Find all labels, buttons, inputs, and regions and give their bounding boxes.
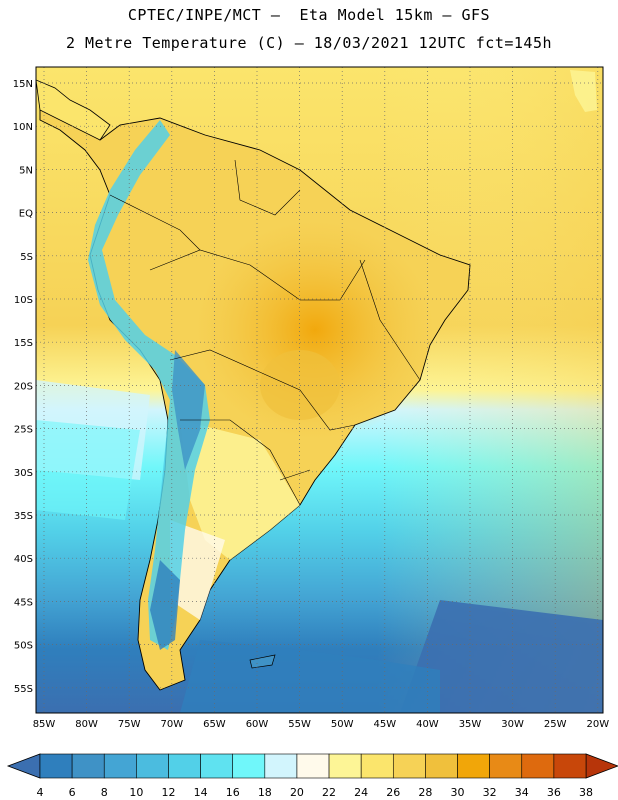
lat-label: 35S: [14, 511, 33, 522]
lat-label: 40S: [14, 554, 33, 565]
colorbar-swatch: [425, 753, 458, 779]
lat-label: 55S: [14, 684, 33, 695]
colorbar-left-arrow: [6, 753, 41, 779]
colorbar-swatch: [264, 753, 298, 779]
colorbar-swatch: [232, 753, 266, 779]
colorbar-label: 16: [226, 786, 240, 799]
colorbar-swatch: [521, 753, 555, 779]
map-frame: [35, 66, 604, 714]
colorbar-right-arrow: [585, 753, 618, 779]
colorbar-swatch: [103, 753, 137, 779]
colorbar-swatch: [360, 753, 394, 779]
colorbar-swatch: [71, 753, 105, 779]
colorbar-swatch: [553, 753, 587, 779]
lat-label: 30S: [14, 468, 33, 479]
lon-label: 80W: [75, 719, 98, 730]
lat-label: 10N: [13, 122, 33, 133]
colorbar-label: 36: [547, 786, 561, 799]
colorbar-swatch: [168, 753, 201, 779]
map-area: [36, 67, 603, 713]
lat-label: 20S: [14, 381, 33, 392]
lon-label: 20W: [586, 719, 609, 730]
colorbar-label: 10: [129, 786, 143, 799]
colorbar-label: 30: [451, 786, 465, 799]
central-america: [36, 79, 111, 141]
lat-label: 10S: [14, 295, 33, 306]
colorbar-label: 20: [290, 786, 304, 799]
andes-cold-band: [88, 120, 210, 650]
colorbar-swatch: [328, 753, 362, 779]
colorbar-label: 22: [322, 786, 336, 799]
lat-label: 15N: [13, 79, 33, 90]
colorbar-label: 28: [418, 786, 432, 799]
colorbar-swatch: [136, 753, 169, 779]
colorbar-label: 38: [579, 786, 593, 799]
lat-label: 5N: [19, 165, 33, 176]
map-title-line-2: 2 Metre Temperature (C) – 18/03/2021 12U…: [65, 34, 553, 52]
colorbar-swatch: [200, 753, 234, 779]
map-title-line-1: CPTEC/INPE/MCT – Eta Model 15km – GFS: [127, 6, 491, 24]
colorbar-label: 24: [354, 786, 368, 799]
colorbar-swatch: [39, 753, 73, 779]
lat-label: 50S: [14, 641, 33, 652]
lon-label: 65W: [203, 719, 226, 730]
colorbar-swatch: [392, 753, 426, 779]
colorbar: 4 6 8 10 12 14 16 18 20 22 24 26 28 30 32 34 36 38: [6, 753, 618, 799]
colorbar-label: 14: [194, 786, 208, 799]
colorbar-label: 4: [37, 786, 44, 799]
longitude-labels: 85W 80W 75W 70W 65W 60W 55W 50W 45W 40W 35W 30W 25W 2…: [33, 719, 610, 730]
lon-label: 60W: [246, 719, 269, 730]
lat-label: 25S: [14, 425, 33, 436]
lat-label: 15S: [14, 338, 33, 349]
colorbar-label: 26: [386, 786, 400, 799]
lon-label: 25W: [544, 719, 567, 730]
lon-label: 85W: [33, 719, 56, 730]
colorbar-swatch: [296, 753, 330, 779]
lon-label: 50W: [331, 719, 354, 730]
lat-label: 5S: [20, 252, 33, 263]
lat-lon-grid: [36, 67, 603, 713]
lat-label: EQ: [19, 209, 33, 220]
latitude-labels: 15N 10N 5N EQ 5S 10S 15S 20S 25S 30S 35S 40S 45S 50S 5…: [13, 79, 33, 695]
colorbar-label: 8: [101, 786, 108, 799]
colorbar-label: 12: [161, 786, 175, 799]
lon-label: 30W: [501, 719, 524, 730]
lon-label: 40W: [416, 719, 439, 730]
lon-label: 70W: [160, 719, 183, 730]
colorbar-swatch: [489, 753, 523, 779]
lat-label: 45S: [14, 597, 33, 608]
colorbar-label: 32: [483, 786, 497, 799]
lon-label: 45W: [373, 719, 396, 730]
colorbar-label: 34: [515, 786, 529, 799]
colorbar-label: 6: [69, 786, 76, 799]
lon-label: 55W: [288, 719, 311, 730]
lon-label: 35W: [459, 719, 482, 730]
colorbar-label: 18: [258, 786, 272, 799]
colorbar-swatch: [457, 753, 490, 779]
lon-label: 75W: [118, 719, 141, 730]
